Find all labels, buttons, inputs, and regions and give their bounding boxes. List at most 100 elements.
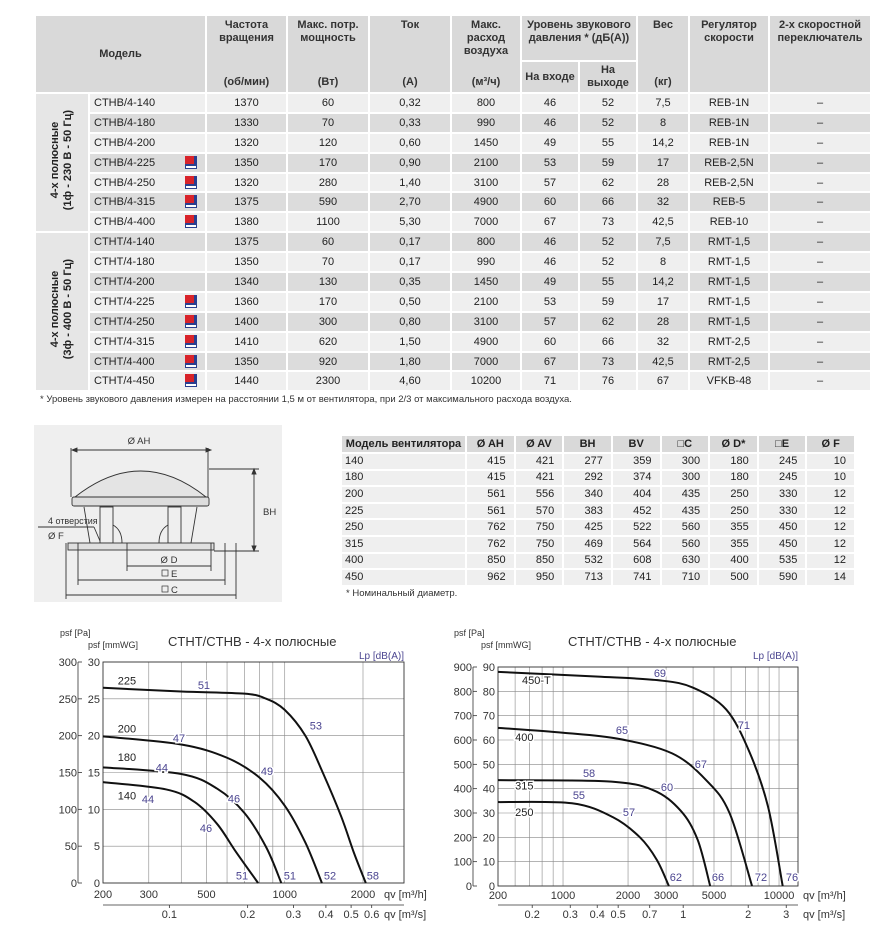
y-tick-mmwg: 20 [88, 731, 100, 743]
cell-power: 280 [286, 171, 370, 194]
dim-cell: 330 [756, 501, 808, 521]
y-tick-pa: 300 [454, 808, 472, 820]
y-tick-pa: 500 [454, 759, 472, 771]
cell-switch: – [768, 231, 872, 254]
weight-value: 14,2 [652, 275, 674, 288]
switch-value: – [816, 315, 824, 328]
cell-regulator: REB-1N [688, 92, 770, 114]
sound-level-label: 62 [670, 872, 682, 884]
header-power-unit: (Вт) [317, 76, 339, 88]
dim-cell: 962 [465, 568, 516, 587]
header-weight: Вес (кг) [636, 14, 690, 94]
sound-level-label: 49 [261, 766, 273, 778]
cell-switch: – [768, 290, 872, 313]
chart-title: CTHT/CTHB - 4-х полюсные [568, 634, 736, 649]
square-icon [161, 585, 169, 593]
current-value: 0,17 [399, 256, 421, 269]
rpm-value: 1340 [234, 275, 259, 288]
plot-frame [497, 666, 799, 887]
group-poles: 4-х полюсные [49, 271, 61, 348]
cell-power: 130 [286, 271, 370, 293]
cell-current: 0,90 [368, 151, 452, 174]
power-value: 70 [321, 116, 335, 129]
sound-level-label: 65 [616, 725, 628, 737]
curve-label: 200 [118, 723, 136, 735]
switch-value: – [816, 355, 824, 368]
header-airflow-label: Макс. расход воздуха [463, 19, 509, 57]
dim-cell: 340 [562, 485, 613, 504]
cell-sound-out: 73 [578, 350, 638, 373]
dim-cell: 435 [659, 501, 711, 521]
cell-sound-out: 55 [578, 271, 638, 293]
cell-sound-in: 67 [520, 350, 580, 373]
certification-mark-icon [185, 354, 197, 368]
dim-cell: 452 [610, 501, 662, 521]
power-value: 620 [318, 335, 338, 348]
cell-airflow: 7000 [450, 211, 522, 234]
dim-header: □E [756, 434, 808, 454]
airflow-value: 2100 [473, 295, 499, 308]
sound-in-value: 46 [543, 236, 557, 249]
dim-cell: 415 [465, 468, 516, 488]
rpm-value: 1380 [234, 216, 259, 229]
y-tick-pa: 0 [71, 878, 77, 890]
y-tick-pa: 800 [454, 686, 472, 698]
cell-model: CTHB/4-225 [88, 151, 207, 174]
table-row: 4-х полюсные (1ф - 230 В - 50 Гц) CTHB/4-1… [34, 91, 872, 234]
dim-cell: 570 [513, 501, 565, 521]
y-tick-pa: 150 [59, 768, 77, 780]
dim-cell: 741 [610, 568, 662, 587]
current-value: 0,50 [399, 295, 421, 308]
power-value: 120 [318, 136, 338, 149]
weight-value: 32 [656, 196, 670, 209]
fan-dimension-drawing: Ø AH BH 4 отверстия Ø F Ø D E C [34, 425, 282, 602]
x-axis-label: qv [m³/h] [384, 889, 427, 901]
y-tick-pa: 300 [59, 657, 77, 669]
cell-weight: 67 [636, 370, 690, 393]
regulator-value: RMT-2,5 [707, 355, 751, 368]
cell-current: 1,80 [368, 350, 452, 373]
cell-current: 1,50 [368, 330, 452, 353]
cell-current: 1,40 [368, 171, 452, 194]
cell-switch: – [768, 330, 872, 353]
cell-current: 0,35 [368, 271, 452, 293]
dim-cell: 12 [805, 551, 856, 571]
cell-sound-out: 59 [578, 151, 638, 174]
regulator-value: RMT-1,5 [707, 315, 751, 328]
dim-header: Ø D* [708, 434, 759, 454]
dim-cell: 14 [805, 568, 856, 587]
cell-switch: – [768, 350, 872, 373]
cell-rpm: 1350 [205, 251, 288, 274]
power-value: 170 [318, 156, 338, 169]
certification-mark-icon [185, 215, 197, 229]
current-value: 0,90 [399, 156, 421, 169]
dim-cell: 850 [513, 551, 565, 571]
y-tick-pa: 600 [454, 735, 472, 747]
cell-rpm: 1410 [205, 330, 288, 353]
y-tick-mmwg: 40 [483, 784, 495, 796]
cell-regulator: RMT-1,5 [688, 310, 770, 333]
cell-rpm: 1340 [205, 271, 288, 293]
dim-cell: 400 [340, 551, 467, 571]
cell-sound-out: 66 [578, 191, 638, 214]
airflow-value: 800 [476, 236, 496, 249]
certification-mark-icon [185, 175, 197, 189]
cell-airflow: 10200 [450, 370, 522, 393]
y-tick-pa: 700 [454, 711, 472, 723]
x-tick-label: 3000 [654, 890, 678, 902]
power-value: 280 [318, 176, 338, 189]
current-value: 0,33 [399, 116, 421, 129]
cell-rpm: 1320 [205, 171, 288, 194]
cell-model: CTHB/4-200 [88, 131, 207, 154]
rpm-value: 1400 [234, 315, 259, 328]
label-f: Ø F [48, 531, 64, 542]
dim-row: 315 762 750 469 564 560 355 450 12 [340, 534, 856, 554]
switch-value: – [816, 375, 824, 388]
y-tick-pa: 100 [454, 857, 472, 869]
model-value: CTHB/4-140 [94, 96, 156, 109]
switch-value: – [816, 275, 824, 288]
sound-in-value: 67 [543, 216, 557, 229]
sound-level-label: 60 [661, 782, 673, 794]
header-rpm: Частота вращения (об/мин) [205, 14, 288, 94]
cell-power: 60 [286, 231, 370, 254]
